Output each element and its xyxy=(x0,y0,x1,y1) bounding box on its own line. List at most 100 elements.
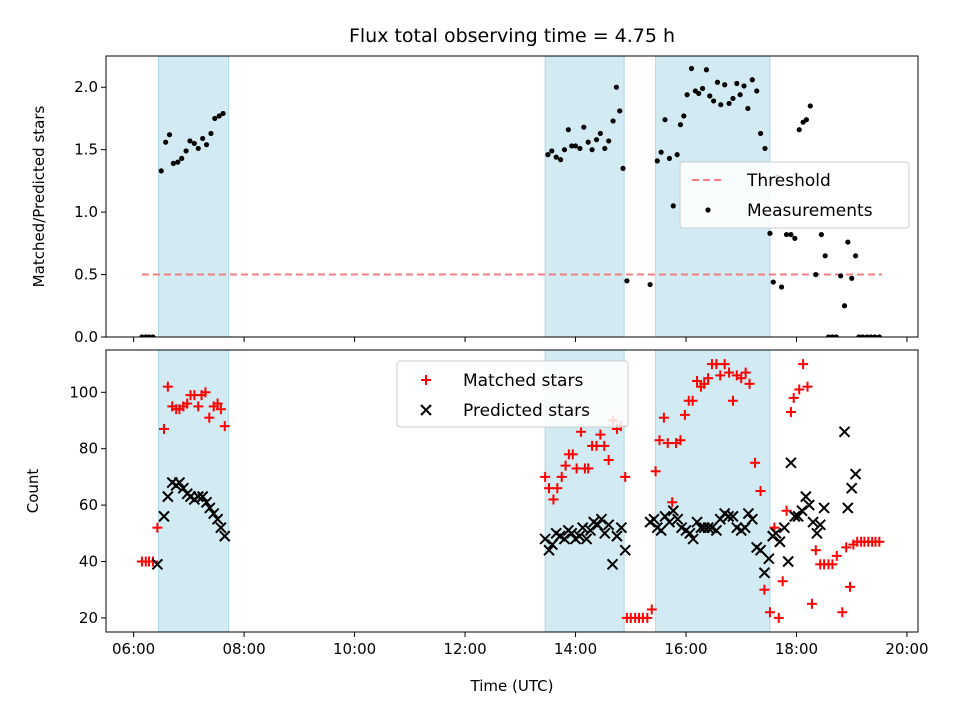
matched-star-point xyxy=(200,387,211,398)
matched-star-point xyxy=(841,542,852,553)
measurement-point xyxy=(718,102,724,108)
measurement-point xyxy=(150,334,156,337)
predicted-star-point xyxy=(754,544,767,556)
matched-star-point xyxy=(560,460,571,471)
matched-star-point xyxy=(759,584,770,595)
measurement-point xyxy=(838,273,844,279)
matched-star-point xyxy=(719,359,730,370)
measurement-point xyxy=(593,137,600,143)
matched-star-point xyxy=(667,497,678,508)
matched-star-point xyxy=(788,392,799,403)
measurement-point xyxy=(191,140,197,147)
measurement-point xyxy=(864,334,870,337)
predicted-star-point xyxy=(774,536,786,548)
matched-star-point xyxy=(650,466,661,477)
measurement-point xyxy=(208,130,214,137)
measurement-point xyxy=(569,143,575,149)
matched-star-point xyxy=(595,429,606,440)
measurement-point xyxy=(572,143,579,149)
measurement-point xyxy=(762,145,768,152)
matched-star-point xyxy=(162,381,173,392)
x-axis-label: Time (UTC) xyxy=(470,677,554,695)
measurement-point xyxy=(146,334,152,337)
predicted-star-point xyxy=(722,510,735,523)
measurement-point xyxy=(818,231,824,238)
measurement-point xyxy=(688,65,695,72)
bottom-frame xyxy=(105,349,919,633)
predicted-star-point xyxy=(580,533,593,545)
predicted-star-point xyxy=(849,468,862,480)
measurement-point xyxy=(617,108,623,114)
matched-star-point xyxy=(552,483,563,494)
measurement-point xyxy=(845,239,851,245)
matched-star-point xyxy=(874,536,885,547)
measurement-point xyxy=(170,160,176,167)
x-tick-label: 18:00 xyxy=(775,640,818,658)
measurement-point xyxy=(849,275,855,281)
matched-star-point xyxy=(715,370,726,381)
predicted-star-point xyxy=(663,516,676,528)
measurement-point xyxy=(868,334,874,337)
predicted-star-point xyxy=(818,502,830,514)
top-y-tick-label: 0.5 xyxy=(74,266,98,284)
predicted-star-point xyxy=(539,533,551,545)
bottom-y-tick-label: 60 xyxy=(79,496,98,514)
measurement-point xyxy=(158,168,164,174)
measurement-point xyxy=(200,135,206,142)
predicted-star-point xyxy=(792,510,804,523)
legend-measurements-swatch xyxy=(705,207,711,213)
x-tick-label: 06:00 xyxy=(112,640,155,658)
matched-star-point xyxy=(212,398,223,409)
predicted-star-point xyxy=(811,527,823,540)
legend-predicted-label: Predicted stars xyxy=(463,401,590,421)
top-y-tick-label: 1.0 xyxy=(74,203,98,221)
predicted-star-point xyxy=(803,499,815,511)
measurement-point xyxy=(220,110,226,117)
measurement-point xyxy=(822,253,828,259)
bottom-y-tick-label: 40 xyxy=(79,553,98,571)
predicted-star-point xyxy=(710,524,723,537)
measurement-point xyxy=(788,231,794,238)
measurement-point xyxy=(674,152,680,158)
matched-star-point xyxy=(744,378,755,389)
matched-star-point xyxy=(654,435,665,446)
measurement-point xyxy=(175,159,181,165)
measurement-point xyxy=(796,127,802,133)
measurement-point xyxy=(734,80,740,87)
measurement-point xyxy=(613,84,620,90)
predicted-star-point xyxy=(846,482,858,494)
measurement-point xyxy=(730,95,736,102)
measurement-point xyxy=(699,85,706,92)
measurement-point xyxy=(833,334,839,337)
top-y-tick-label: 1.5 xyxy=(74,141,98,159)
predicted-star-point xyxy=(667,505,680,517)
matched-star-point xyxy=(827,559,838,570)
matched-star-point xyxy=(540,471,551,482)
matched-star-point xyxy=(548,494,559,505)
measurement-point xyxy=(216,113,222,119)
measurement-point xyxy=(876,334,882,337)
measurement-point xyxy=(620,165,626,171)
measurement-point xyxy=(714,79,721,85)
matched-star-point xyxy=(219,421,230,432)
measurement-point xyxy=(666,155,673,162)
matched-star-point xyxy=(750,457,761,468)
predicted-star-point xyxy=(746,513,758,525)
x-tick-label: 14:00 xyxy=(554,640,597,658)
chart-title: Flux total observing time = 4.75 h xyxy=(349,25,675,47)
predicted-star-point xyxy=(602,519,615,531)
measurement-point xyxy=(767,230,773,236)
matched-star-point xyxy=(679,409,690,420)
matched-star-point xyxy=(781,505,792,516)
matched-star-point xyxy=(740,367,751,378)
measurement-point xyxy=(757,130,764,137)
legend-measurements-label: Measurements xyxy=(747,201,873,221)
matched-star-point xyxy=(646,604,657,615)
measurement-point xyxy=(581,124,587,130)
measurement-point xyxy=(654,158,660,164)
bottom-y-axis-label: Count xyxy=(24,469,42,514)
matched-star-point xyxy=(773,612,784,623)
matched-star-point xyxy=(806,598,817,609)
measurement-point xyxy=(825,334,832,337)
measurement-point xyxy=(585,139,591,145)
